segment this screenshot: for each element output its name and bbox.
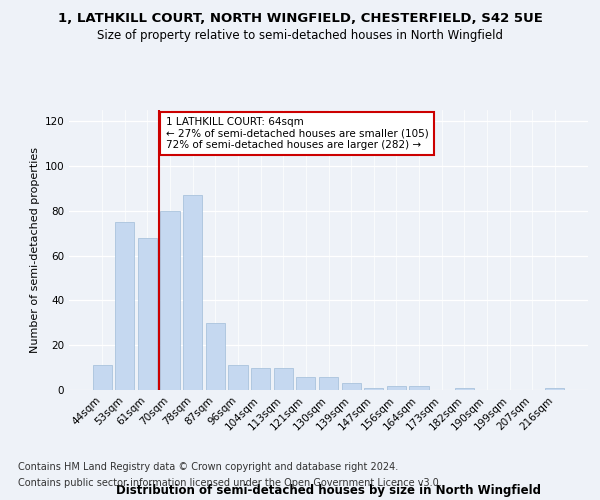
Bar (138, 238, 157, 390)
Bar (206, 323, 225, 390)
Bar (409, 386, 428, 390)
Y-axis label: Number of semi-detached properties: Number of semi-detached properties (30, 147, 40, 353)
Bar (387, 386, 406, 390)
Text: Contains HM Land Registry data © Crown copyright and database right 2024.: Contains HM Land Registry data © Crown c… (18, 462, 398, 472)
Bar (115, 222, 134, 390)
Text: Contains public sector information licensed under the Open Government Licence v3: Contains public sector information licen… (18, 478, 442, 488)
Bar (92, 366, 112, 390)
Bar (229, 366, 248, 390)
Bar (160, 211, 180, 390)
Bar (251, 368, 270, 390)
Bar (183, 195, 202, 390)
Bar (341, 384, 361, 390)
Text: 1 LATHKILL COURT: 64sqm
← 27% of semi-detached houses are smaller (105)
72% of s: 1 LATHKILL COURT: 64sqm ← 27% of semi-de… (166, 116, 428, 150)
Text: Size of property relative to semi-detached houses in North Wingfield: Size of property relative to semi-detach… (97, 29, 503, 42)
Bar (274, 368, 293, 390)
Text: 1, LATHKILL COURT, NORTH WINGFIELD, CHESTERFIELD, S42 5UE: 1, LATHKILL COURT, NORTH WINGFIELD, CHES… (58, 12, 542, 26)
Bar (455, 388, 474, 390)
Bar (364, 388, 383, 390)
X-axis label: Distribution of semi-detached houses by size in North Wingfield: Distribution of semi-detached houses by … (116, 484, 541, 498)
Bar (319, 376, 338, 390)
Bar (296, 376, 316, 390)
Bar (545, 388, 565, 390)
